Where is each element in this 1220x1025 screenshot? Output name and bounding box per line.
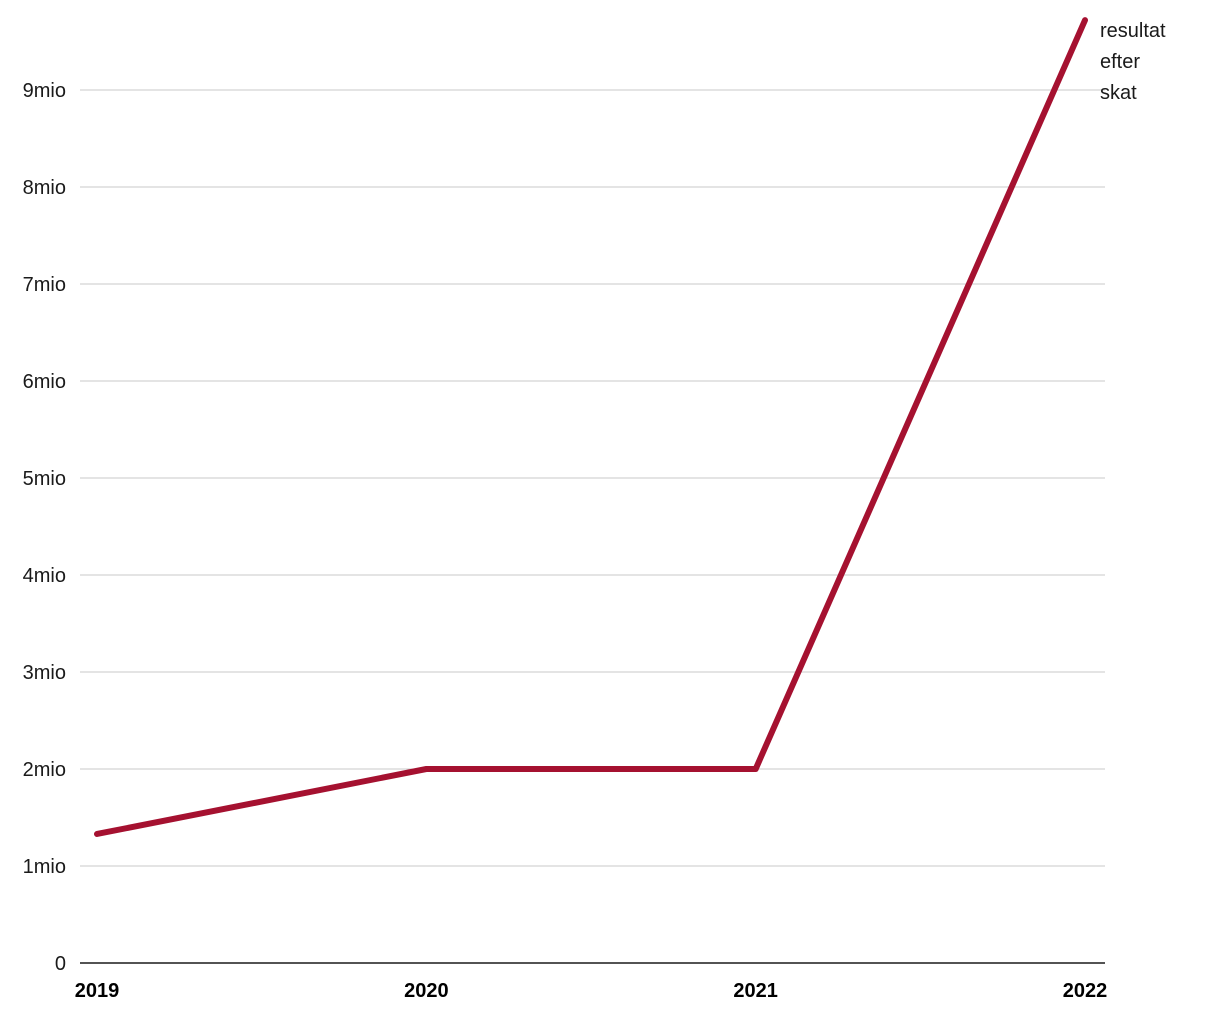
series-label-line-2: efter [1100,51,1141,73]
series-label-line-1: resultat [1100,20,1166,42]
y-tick-label: 4mio [23,565,66,587]
x-tick-label: 2021 [733,980,778,1002]
data-line [94,17,1088,837]
y-tick-label: 9mio [23,80,66,102]
x-tick-label: 2020 [404,980,449,1002]
y-tick-label: 7mio [23,274,66,296]
y-tick-label: 2mio [23,759,66,781]
x-tick-label: 2019 [75,980,120,1002]
y-tick-label: 6mio [23,371,66,393]
y-tick-label: 1mio [23,856,66,878]
x-tick-label: 2022 [1063,980,1108,1002]
series-label: resultat efter skat [1100,16,1166,109]
y-tick-label: 3mio [23,662,66,684]
y-tick-label: 0 [55,953,66,975]
y-tick-label: 8mio [23,177,66,199]
series-label-line-3: skat [1100,82,1137,104]
y-tick-label: 5mio [23,468,66,490]
